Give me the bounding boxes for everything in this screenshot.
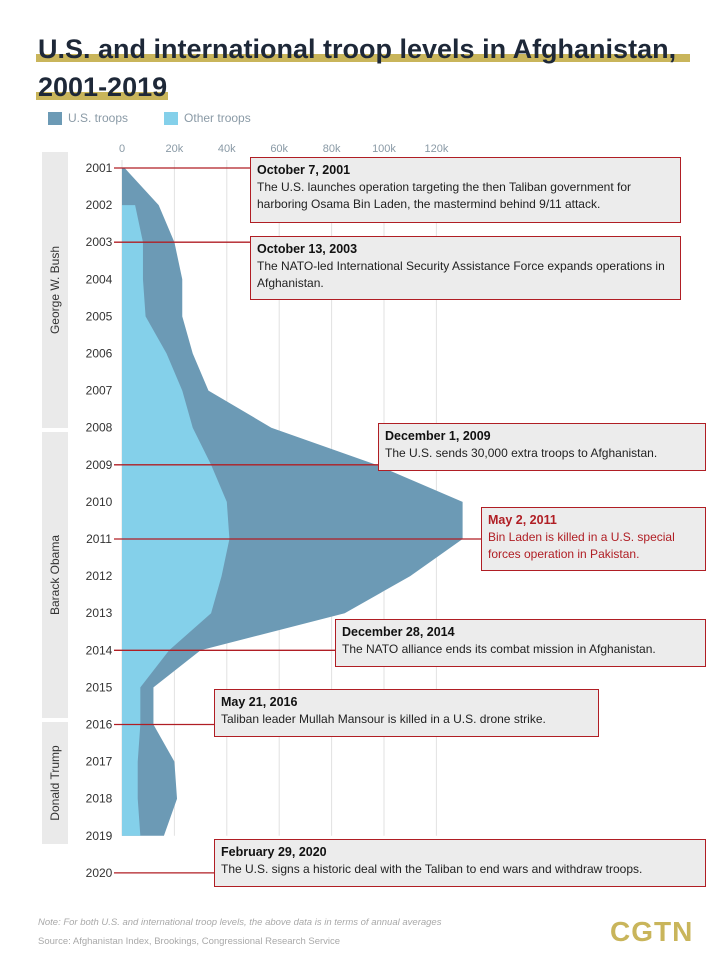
annotation-oct-2001: October 7, 2001 The U.S. launches operat… bbox=[250, 157, 681, 223]
x-tick-label: 20k bbox=[166, 143, 184, 155]
year-label: 2005 bbox=[86, 309, 113, 323]
annotation-oct-2003: October 13, 2003 The NATO-led Internatio… bbox=[250, 236, 681, 300]
year-label: 2016 bbox=[86, 718, 113, 732]
president-band-bush: George W. Bush bbox=[42, 152, 68, 428]
annotation-date: May 21, 2016 bbox=[221, 695, 298, 709]
legend-swatch-us bbox=[48, 111, 62, 125]
annotation-text: The U.S. signs a historic deal with the … bbox=[221, 862, 643, 876]
title-highlight-1 bbox=[36, 54, 690, 62]
x-tick-label: 0 bbox=[119, 143, 125, 155]
year-label: 2010 bbox=[86, 495, 113, 509]
x-tick-label: 40k bbox=[218, 143, 236, 155]
x-tick-label: 120k bbox=[424, 143, 448, 155]
year-label: 2007 bbox=[86, 384, 113, 398]
annotation-date: February 29, 2020 bbox=[221, 845, 327, 859]
year-label: 2019 bbox=[86, 829, 113, 843]
page-title-line-1: U.S. and international troop levels in A… bbox=[38, 34, 677, 64]
year-label: 2011 bbox=[86, 532, 112, 546]
year-label: 2004 bbox=[86, 272, 113, 286]
annotation-text: The NATO-led International Security Assi… bbox=[257, 259, 665, 290]
annotation-date: December 1, 2009 bbox=[385, 429, 491, 443]
legend-label-other: Other troops bbox=[184, 111, 251, 125]
year-label: 2006 bbox=[86, 347, 113, 361]
year-label: 2014 bbox=[86, 643, 113, 657]
annotation-feb-2020: February 29, 2020 The U.S. signs a histo… bbox=[214, 839, 706, 887]
legend-swatch-other bbox=[164, 111, 179, 125]
other-troops-area bbox=[122, 205, 230, 836]
annotation-may-2016: May 21, 2016 Taliban leader Mullah Manso… bbox=[214, 689, 599, 737]
year-label: 2003 bbox=[86, 235, 113, 249]
footnote: Note: For both U.S. and international tr… bbox=[38, 917, 442, 928]
annotation-may-2011: May 2, 2011 Bin Laden is killed in a U.S… bbox=[481, 507, 706, 571]
us-troops-area bbox=[122, 168, 463, 836]
annotation-text: The U.S. launches operation targeting th… bbox=[257, 180, 632, 211]
annotation-dec-2009: December 1, 2009 The U.S. sends 30,000 e… bbox=[378, 423, 706, 471]
year-label: 2012 bbox=[86, 569, 113, 583]
source-note: Source: Afghanistan Index, Brookings, Co… bbox=[38, 936, 341, 947]
year-label: 2002 bbox=[86, 198, 113, 212]
year-label: 2013 bbox=[86, 606, 113, 620]
annotation-date: December 28, 2014 bbox=[342, 625, 455, 639]
year-label: 2008 bbox=[86, 421, 113, 435]
annotation-date: October 7, 2001 bbox=[257, 163, 351, 177]
annotation-text: Taliban leader Mullah Mansour is killed … bbox=[221, 712, 546, 726]
legend-item-us: U.S. troops bbox=[48, 111, 128, 125]
year-label: 2020 bbox=[86, 866, 113, 880]
annotation-text: The NATO alliance ends its combat missio… bbox=[342, 642, 656, 656]
year-label: 2018 bbox=[86, 792, 113, 806]
year-label: 2015 bbox=[86, 680, 113, 694]
annotation-text: The U.S. sends 30,000 extra troops to Af… bbox=[385, 446, 658, 460]
year-label: 2009 bbox=[86, 458, 113, 472]
annotation-date: October 13, 2003 bbox=[257, 242, 358, 256]
x-tick-label: 80k bbox=[323, 143, 341, 155]
year-label: 2017 bbox=[86, 755, 113, 769]
x-tick-label: 60k bbox=[270, 143, 288, 155]
x-tick-label: 100k bbox=[372, 143, 396, 155]
legend-label-us: U.S. troops bbox=[68, 111, 129, 125]
page-title-line-2: 2001-2019 bbox=[38, 72, 168, 102]
annotation-text: Bin Laden is killed in a U.S. special fo… bbox=[488, 530, 675, 561]
legend: U.S. troops Other troops bbox=[48, 111, 251, 125]
annotation-dec-2014: December 28, 2014 The NATO alliance ends… bbox=[335, 619, 706, 667]
cgtn-logo: CGTN bbox=[610, 916, 694, 947]
president-band-trump: Donald Trump bbox=[42, 722, 68, 844]
title-highlight-2 bbox=[36, 92, 168, 100]
annotation-date: May 2, 2011 bbox=[488, 513, 557, 527]
year-label: 2001 bbox=[86, 161, 113, 175]
legend-item-other: Other troops bbox=[164, 111, 251, 125]
president-band-obama: Barack Obama bbox=[42, 432, 68, 718]
